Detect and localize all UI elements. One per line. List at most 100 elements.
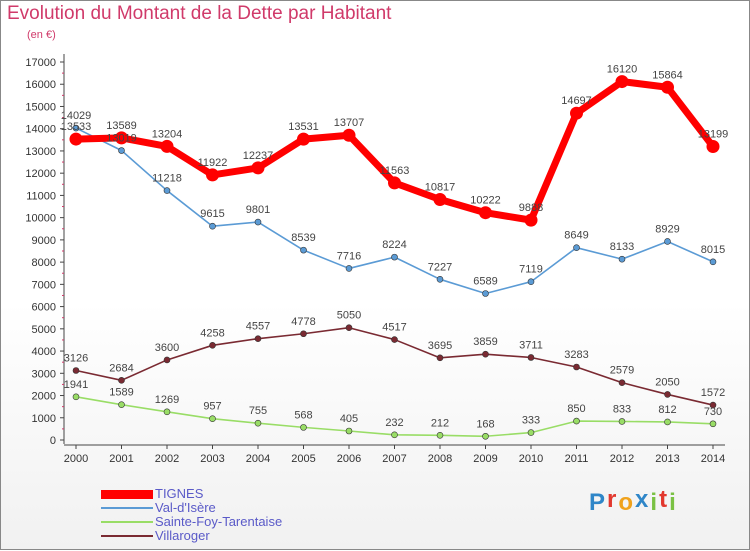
x-tick-label: 2004 [246,453,270,465]
y-tick-label: 7000 [32,279,56,291]
legend-label: Villaroger [155,528,210,543]
data-label: 3711 [519,339,543,351]
data-point [342,128,356,142]
data-label: 2684 [109,362,133,374]
data-label: 850 [567,403,585,415]
data-label: 13589 [106,120,137,132]
data-point [391,253,398,261]
data-point [118,377,125,384]
data-point [482,350,489,358]
x-tick-label: 2006 [337,453,361,465]
data-label: 13533 [61,121,92,133]
data-label: 11922 [198,157,228,169]
data-label: 4778 [291,316,315,328]
y-tick-label: 8000 [32,257,56,269]
logo-letter: o [618,489,636,516]
data-point [163,408,171,416]
data-point [709,258,717,266]
logo-letter: r [607,486,619,513]
data-label: 957 [203,401,221,413]
y-tick-label: 12000 [25,168,56,180]
data-label: 14029 [61,110,92,122]
y-tick-label: 11000 [26,190,56,202]
x-tick-label: 2005 [291,453,315,465]
data-label: 333 [522,415,540,427]
data-label: 5050 [337,310,361,322]
y-tick-label: 14000 [25,124,56,136]
data-label: 14697 [561,95,592,107]
data-label: 13531 [288,121,319,133]
y-tick-label: 9000 [32,235,56,247]
data-label: 11563 [380,165,410,177]
data-point [297,132,310,146]
data-point [69,132,83,146]
data-label: 7716 [337,250,361,262]
data-point [527,429,535,436]
data-label: 8015 [701,244,725,256]
data-label: 8929 [655,223,679,235]
x-tick-label: 2008 [428,453,452,465]
data-point [527,278,535,286]
logo-letter: t [659,486,670,513]
y-tick-label: 0 [50,435,56,447]
x-tick-label: 2012 [610,453,634,465]
logo-letter: x [635,486,651,513]
data-point [209,222,216,230]
data-point [573,363,580,371]
legend-swatch [101,529,153,543]
y-tick-label: 17000 [25,57,56,69]
data-label: 833 [613,403,631,415]
data-point [209,342,216,349]
data-point [618,255,626,263]
data-label: 13707 [334,117,365,129]
legend-label: Sainte-Foy-Tarentaise [155,514,283,529]
data-label: 568 [294,409,312,421]
data-label: 7119 [519,264,543,276]
data-label: 9615 [200,208,224,220]
data-point [570,106,583,120]
x-tick-label: 2007 [382,453,406,465]
data-label: 6589 [473,275,497,287]
y-tick-label: 10000 [25,213,56,225]
data-label: 3859 [473,336,497,348]
data-point [618,418,626,425]
data-label: 730 [704,406,722,418]
data-point [345,427,353,435]
data-point [436,276,444,283]
data-point [706,140,720,154]
data-point [664,238,671,245]
data-point [118,401,125,408]
data-label: 1589 [109,387,133,399]
data-label: 10817 [425,181,456,193]
data-point [345,324,353,332]
x-tick-label: 2010 [519,453,543,465]
data-point [254,419,262,427]
data-label: 7227 [428,261,452,273]
data-point [436,431,444,439]
data-point [573,417,580,425]
data-point [72,367,80,374]
data-point [436,354,444,362]
data-point [251,161,265,175]
data-point [72,393,80,401]
logo-letter: i [650,489,660,516]
data-point [391,431,398,439]
data-point [391,336,398,343]
x-tick-label: 2014 [701,453,725,465]
data-label: 11218 [152,173,182,185]
data-point [254,218,262,226]
y-tick-label: 5000 [32,324,56,336]
data-point [300,424,307,431]
data-label: 3283 [564,349,588,361]
data-point [527,354,535,361]
data-label: 3600 [155,342,179,354]
data-label: 8133 [610,241,634,253]
legend-label: Val-d'Isère [155,500,216,515]
data-label: 1572 [701,387,725,399]
data-point [433,192,447,206]
data-label: 13199 [698,129,729,141]
data-point [115,131,128,145]
data-point [664,418,671,426]
